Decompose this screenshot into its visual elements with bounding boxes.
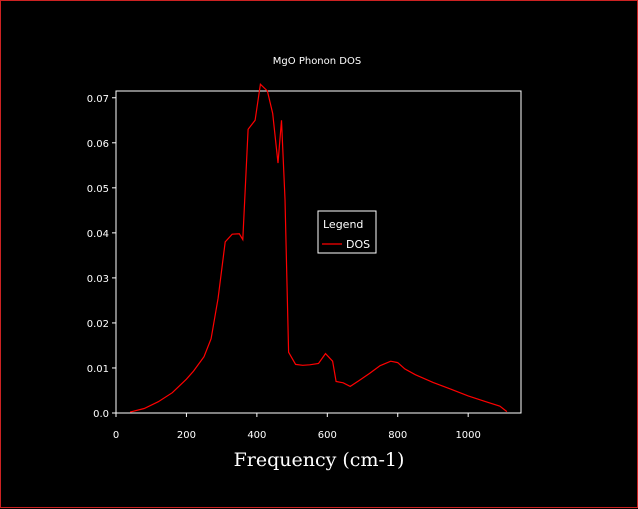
plot-area — [115, 90, 522, 414]
y-tick-label: 0.05 — [87, 184, 109, 195]
x-tick-label: 0 — [113, 430, 119, 441]
chart-title: MgO Phonon DOS — [273, 56, 361, 67]
legend-box — [317, 210, 377, 254]
x-axis-label: Frequency (cm-1) — [234, 449, 405, 471]
legend-title: Legend — [323, 218, 363, 231]
x-tick-label: 600 — [318, 430, 337, 441]
x-tick-label: 1000 — [455, 430, 480, 441]
y-tick-label: 0.04 — [87, 229, 109, 240]
x-tick-label: 400 — [247, 430, 266, 441]
y-tick-label: 0.0 — [93, 409, 109, 420]
x-tick-label: 200 — [177, 430, 196, 441]
x-axis: 0 200 400 600 800 1000 — [113, 413, 481, 441]
y-tick-label: 0.02 — [87, 319, 109, 330]
y-tick-label: 0.06 — [87, 139, 109, 150]
y-tick-label: 0.01 — [87, 364, 109, 375]
y-tick-label: 0.03 — [87, 274, 109, 285]
legend: Legend DOS — [317, 210, 377, 254]
x-tick-label: 800 — [388, 430, 407, 441]
legend-label-dos: DOS — [346, 238, 370, 251]
series-line-dos — [129, 82, 508, 413]
y-tick-label: 0.07 — [87, 94, 109, 105]
y-axis: 0.0 0.01 0.02 0.03 0.04 0.05 0.06 0.07 — [87, 94, 116, 420]
